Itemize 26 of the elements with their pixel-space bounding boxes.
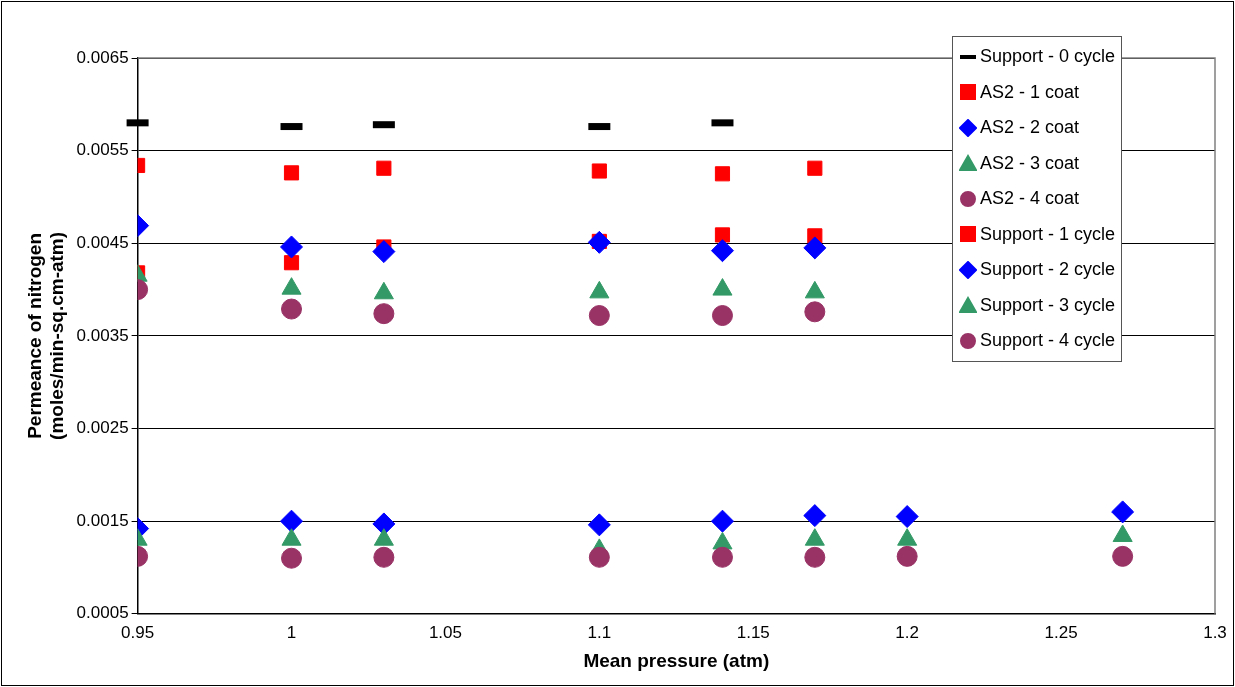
x-axis-title: Mean pressure (atm) [583, 649, 770, 671]
x-tick-label: 1.3 [1203, 622, 1227, 642]
x-tick-label: 1.1 [587, 622, 612, 642]
x-tick-label: 1.05 [428, 622, 462, 642]
legend-label: AS2 - 1 coat [979, 81, 1079, 103]
y-tick-label: 0.0035 [76, 325, 129, 345]
legend-label: Support - 2 cycle [979, 259, 1115, 281]
x-tick-label: 1 [286, 622, 297, 642]
legend-label: AS2 - 4 coat [979, 188, 1079, 210]
x-tick-label: 1.15 [736, 622, 770, 642]
legend-label: Support - 0 cycle [979, 46, 1115, 68]
legend-label: AS2 - 3 coat [979, 152, 1079, 174]
legend-label: Support - 1 cycle [979, 223, 1115, 245]
x-tick-label: 0.95 [121, 622, 155, 642]
y-tick-label: 0.0055 [76, 140, 129, 160]
y-tick-label: 0.0015 [76, 510, 129, 530]
legend-label: AS2 - 2 coat [979, 117, 1079, 139]
x-tick-label: 1.2 [895, 622, 919, 642]
legend-label: Support - 4 cycle [979, 330, 1115, 352]
y-tick-label: 0.0025 [76, 418, 129, 438]
y-tick-label: 0.0065 [76, 47, 129, 67]
y-tick-label: 0.0045 [76, 232, 129, 252]
x-tick-label: 1.25 [1044, 622, 1078, 642]
legend-label: Support - 3 cycle [979, 294, 1115, 316]
y-tick-label: 0.0005 [76, 603, 129, 623]
y-axis-title: Permeance of nitrogen (moles/min-sq.cm-atm) [23, 231, 68, 440]
